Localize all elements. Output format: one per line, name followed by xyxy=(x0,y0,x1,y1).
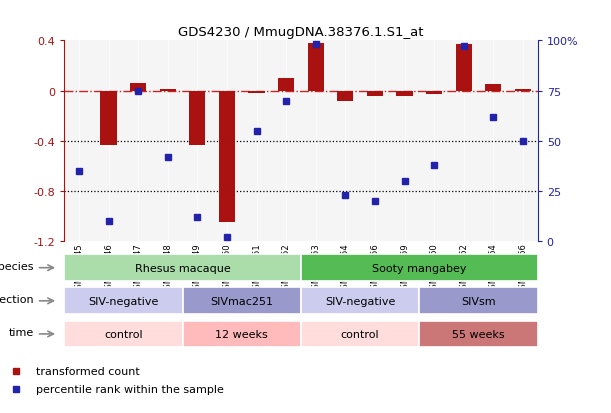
Text: transformed count: transformed count xyxy=(35,366,139,376)
Text: SIV-negative: SIV-negative xyxy=(88,296,158,306)
Bar xyxy=(301,321,419,347)
Bar xyxy=(159,90,176,91)
Text: control: control xyxy=(341,329,379,339)
Bar xyxy=(219,91,235,223)
Bar xyxy=(485,85,502,91)
Bar xyxy=(337,91,353,101)
Text: Rhesus macaque: Rhesus macaque xyxy=(134,263,230,273)
Bar xyxy=(183,321,301,347)
Bar xyxy=(249,91,265,94)
Bar xyxy=(367,91,383,96)
Bar xyxy=(64,321,183,347)
Bar xyxy=(307,44,324,91)
Text: 55 weeks: 55 weeks xyxy=(452,329,505,339)
Bar xyxy=(514,90,531,91)
Bar xyxy=(419,321,538,347)
Bar xyxy=(130,84,146,91)
Bar xyxy=(456,45,472,91)
Text: SIVmac251: SIVmac251 xyxy=(210,296,273,306)
Text: SIV-negative: SIV-negative xyxy=(325,296,395,306)
Text: control: control xyxy=(104,329,142,339)
Bar xyxy=(189,91,205,145)
Bar xyxy=(100,91,117,145)
Bar xyxy=(301,255,538,281)
Text: time: time xyxy=(9,328,34,337)
Title: GDS4230 / MmugDNA.38376.1.S1_at: GDS4230 / MmugDNA.38376.1.S1_at xyxy=(178,26,423,39)
Bar xyxy=(419,288,538,314)
Bar xyxy=(397,91,412,96)
Bar xyxy=(64,288,183,314)
Text: Sooty mangabey: Sooty mangabey xyxy=(372,263,467,273)
Bar xyxy=(64,255,301,281)
Text: SIVsm: SIVsm xyxy=(461,296,496,306)
Text: 12 weeks: 12 weeks xyxy=(215,329,268,339)
Bar xyxy=(426,91,442,95)
Text: species: species xyxy=(0,261,34,271)
Bar xyxy=(301,288,419,314)
Text: infection: infection xyxy=(0,294,34,304)
Bar xyxy=(278,79,295,91)
Text: percentile rank within the sample: percentile rank within the sample xyxy=(35,384,224,394)
Bar xyxy=(183,288,301,314)
